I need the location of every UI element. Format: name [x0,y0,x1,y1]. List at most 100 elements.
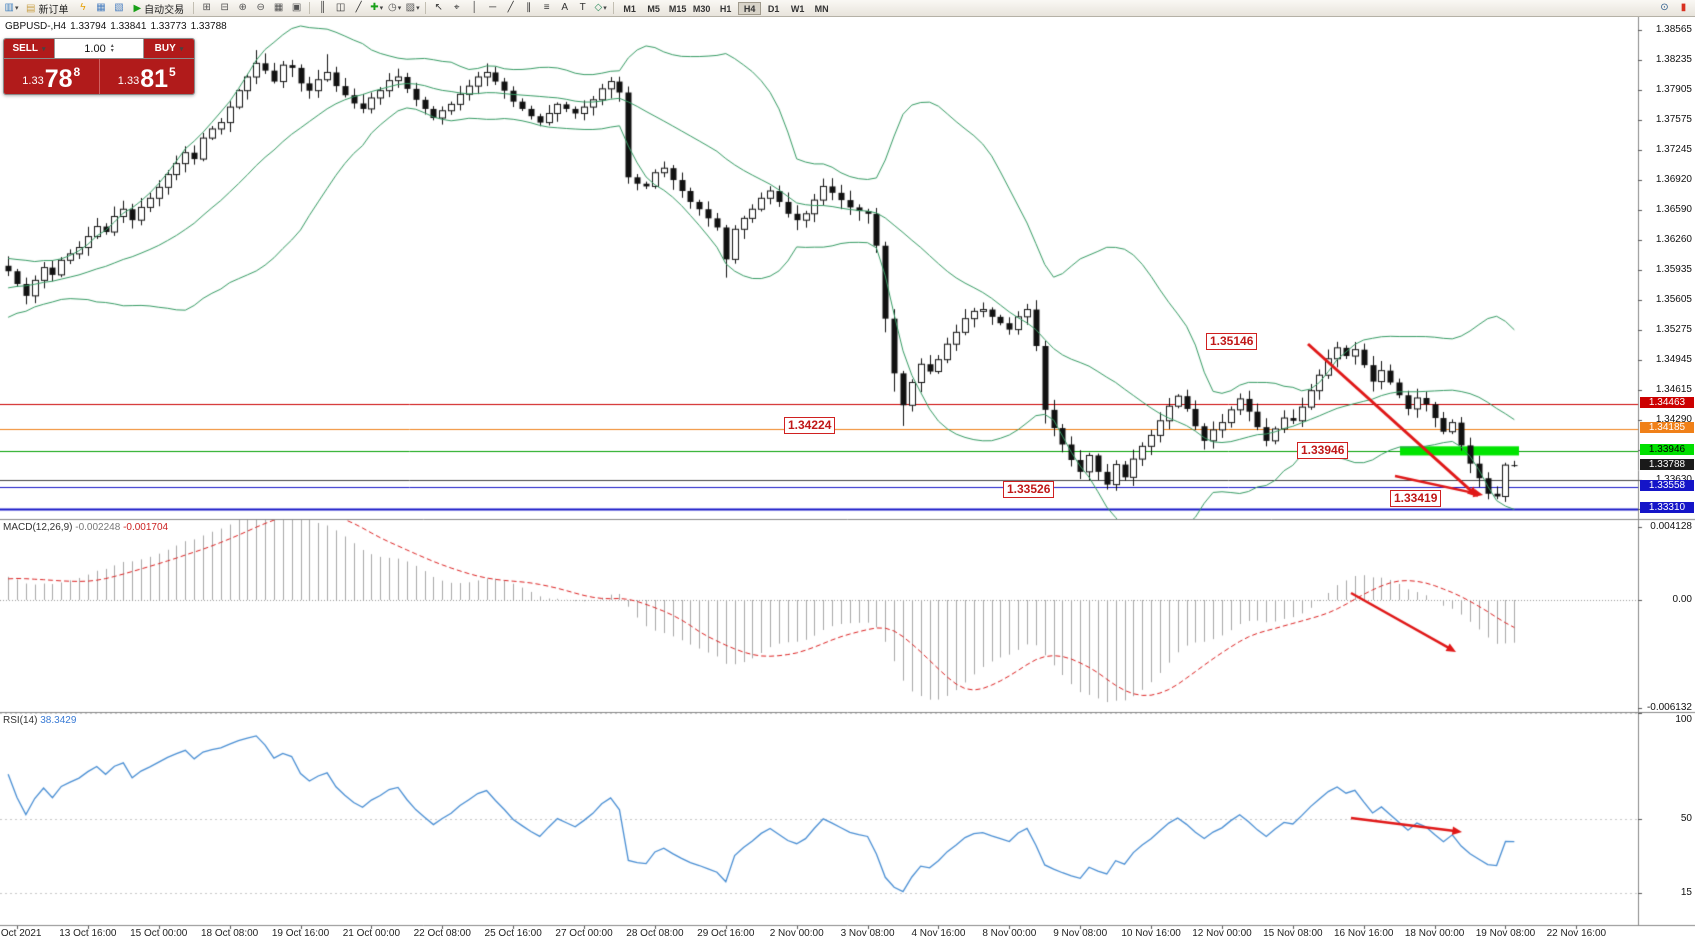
trendline-icon[interactable]: ╱ [502,1,519,15]
label-icon[interactable]: T [574,1,591,15]
ohlc-open: 1.33794 [70,21,107,32]
cursor-icon[interactable]: ↖ [430,1,447,15]
ohlc-high: 1.33841 [110,21,147,32]
timeframe-mn[interactable]: MN [814,3,829,14]
chevron-down-icon: ▾ [397,5,402,12]
hline-icon: ─ [489,2,497,13]
timeframe-m1[interactable]: M1 [623,3,636,14]
add-indicator-icon: ✚ [370,2,379,13]
timeframe-m30[interactable]: M30 [692,3,711,14]
bar-chart-icon: ║ [319,2,327,13]
auto-trading-button[interactable]: ▶ 自动交易 [128,1,189,16]
templates-icon: ▨ [405,2,416,13]
new-chart-icon: ▥ [4,2,14,13]
timeframe-m5[interactable]: M5 [647,3,660,14]
grid-icon: ▦ [273,2,284,13]
buy-label: BUY [154,43,176,54]
search-icon[interactable]: ⊙ [1660,2,1669,13]
indicator-window-icon: ⊞ [202,2,211,13]
volume-input[interactable]: 1.00 ▴ ▾ [54,39,144,58]
lightning-icon[interactable]: ϟ [74,1,91,15]
text-icon: A [561,2,568,13]
grid-icon[interactable]: ▦ [270,1,287,15]
chart-symbol-header: GBPUSD-,H4 1.33794 1.33841 1.33773 1.33788 [5,21,231,32]
macd-signal-value: -0.001704 [123,522,169,533]
templates-icon[interactable]: ▨▾ [404,1,421,15]
chevron-down-icon: ▾ [603,5,607,12]
zoom-out-icon[interactable]: ⊖ [252,1,269,15]
timeframe-m15[interactable]: M15 [668,3,687,14]
arrange-icon[interactable]: ▣ [288,1,305,15]
line-chart-icon[interactable]: ╱ [350,1,367,15]
shapes-icon[interactable]: ◇▾ [592,1,609,15]
toolbar-separator [193,2,195,14]
notifications-icon[interactable]: ▮ [1680,2,1687,13]
market-watch-icon: ▦ [96,2,106,13]
new-order-button: ▤ [26,2,36,14]
chevron-down-icon: ▾ [42,45,46,53]
chevron-down-icon: ▾ [14,5,19,12]
lightning-icon: ϟ [80,2,86,13]
channel-icon[interactable]: ∥ [520,1,537,15]
chevron-down-icon: ▾ [179,45,184,53]
text-icon[interactable]: A [556,1,573,15]
ohlc-close: 1.33788 [190,21,227,32]
timeframe-w1[interactable]: W1 [790,3,805,14]
fibonacci-icon: ≡ [543,2,550,13]
window-tile-icon: ⊟ [220,2,229,13]
toolbar-separator [613,2,615,14]
sell-price-big: 78 [44,65,73,93]
chevron-down-icon: ▾ [379,5,384,12]
volume-spinner[interactable]: ▴ ▾ [110,42,114,54]
arrange-icon: ▣ [291,2,302,13]
navigator-icon[interactable]: ▧ [110,1,127,15]
volume-value: 1.00 [84,42,106,55]
candlestick-icon[interactable]: ◫ [332,1,349,15]
symbol-timeframe: GBPUSD-,H4 [5,21,67,32]
shapes-icon: ◇ [594,2,603,13]
toolbar-separator [425,2,427,14]
new-chart-icon[interactable]: ▥▾ [3,1,20,15]
timeframe-h4[interactable]: H4 [738,1,762,15]
timeframe-h1[interactable]: H1 [719,3,732,14]
buy-price-big: 81 [140,65,169,93]
crosshair-icon[interactable]: ⌖ [448,1,465,15]
navigator-icon: ▧ [114,2,124,13]
sell-dropdown[interactable]: SELL ▾ [4,39,54,58]
sell-button[interactable]: 1.33 78 8 [4,59,99,94]
add-indicator-icon[interactable]: ✚▾ [368,1,385,15]
fibonacci-icon[interactable]: ≡ [538,1,555,15]
buy-price-sup: 5 [169,65,176,79]
timeframe-d1[interactable]: D1 [767,3,780,14]
new-order-button[interactable]: ▤ 新订单 [21,1,73,16]
zoom-in-icon[interactable]: ⊕ [234,1,251,15]
line-chart-icon: ╱ [355,2,362,13]
zoom-out-icon: ⊖ [256,2,265,13]
window-tile-icon[interactable]: ⊟ [216,1,233,15]
vline-icon[interactable]: │ [466,1,483,15]
sell-price-sup: 8 [73,65,81,79]
indicator-window-icon[interactable]: ⊞ [198,1,215,15]
buy-button[interactable]: 1.33 81 5 [98,59,194,94]
ohlc-low: 1.33773 [150,21,187,32]
period-icon[interactable]: ◷▾ [386,1,403,15]
label-icon: T [579,2,586,13]
rsi-name: RSI(14) [3,715,38,726]
rsi-indicator-label: RSI(14) 38.3429 [3,715,76,726]
hline-icon[interactable]: ─ [484,1,501,15]
vline-icon: │ [471,2,478,13]
buy-price-prefix: 1.33 [117,75,140,87]
toolbar-right-icons: ⊙ ▮ [1656,1,1692,15]
rsi-value: 38.3429 [40,715,77,726]
toolbar-separator [309,2,311,14]
chevron-down-icon: ▾ [416,5,420,12]
trendline-icon: ╱ [507,2,514,13]
auto-trading-button-label: 自动交易 [144,4,185,16]
channel-icon: ∥ [526,2,532,13]
bar-chart-icon[interactable]: ║ [314,1,331,15]
buy-dropdown[interactable]: BUY ▾ [144,39,194,58]
toolbar: ▥▾ ▤ 新订单 ϟ ▦ ▧ ▶ 自动交易 ⊞ ⊟ ⊕ ⊖ ▦ ▣ ║ ◫ ╱ ✚▾ ◷▾ ▨▾ ↖ ⌖ │ ─ ╱ ∥ ≡ A T ◇▾… [0,0,1695,17]
market-watch-icon[interactable]: ▦ [92,1,109,15]
